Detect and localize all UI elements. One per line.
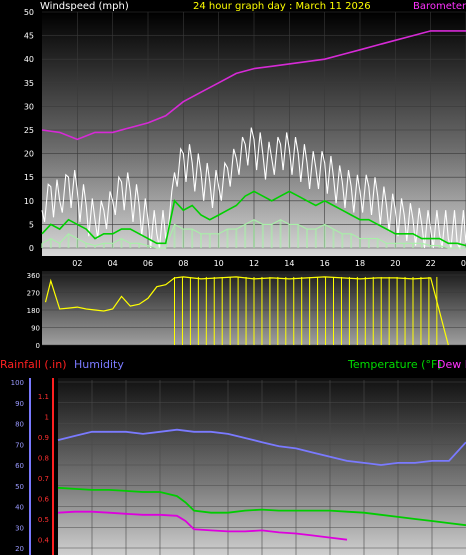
x-tick-label: 18	[355, 259, 365, 268]
rainfall-tick-label: 0.6	[38, 496, 50, 504]
temperature-label: Temperature (°F)	[347, 358, 442, 371]
barometer-label: Barometer	[413, 1, 466, 12]
windspeed-label: Windspeed (mph)	[40, 1, 129, 12]
series-line-temperature	[57, 486, 466, 527]
series-line-gust	[41, 127, 466, 250]
y-tick-label: 20	[24, 150, 34, 159]
x-tick-label: 20	[390, 259, 400, 268]
y-tick-label: 25	[24, 126, 34, 135]
dir-tick-label: 0	[36, 342, 40, 350]
series-line-dew-point	[57, 510, 348, 541]
humidity-label: Humidity	[74, 358, 124, 371]
x-tick-label: 06	[143, 259, 153, 268]
humidity-tick-label: 60	[15, 462, 24, 470]
humidity-tick-label: 90	[15, 400, 24, 408]
y-tick-label: 40	[24, 55, 34, 64]
y-tick-label: 15	[24, 173, 34, 182]
humidity-tick-label: 30	[15, 524, 24, 532]
rainfall-label: Rainfall (.in)	[0, 358, 67, 371]
humidity-tick-label: 80	[15, 421, 24, 429]
y-tick-label: 5	[29, 220, 34, 229]
rainfall-tick-label: 0.8	[38, 455, 49, 463]
x-tick-label: 04	[108, 259, 118, 268]
y-tick-label: 45	[24, 32, 34, 41]
humidity-tick-label: 50	[15, 483, 24, 491]
x-tick-label: 16	[320, 259, 330, 268]
humidity-tick-label: 70	[15, 441, 24, 449]
x-tick-label: 14	[284, 259, 294, 268]
x-tick-label: 08	[178, 259, 188, 268]
humidity-tick-label: 20	[15, 545, 24, 553]
rainfall-tick-label: 1.1	[38, 393, 49, 401]
dir-tick-label: 360	[27, 272, 40, 280]
dir-tick-label: 270	[27, 290, 40, 298]
x-tick-label: 10	[214, 259, 224, 268]
humidity-tick-label: 100	[11, 379, 24, 387]
rainfall-tick-label: 1	[45, 414, 49, 422]
series-line-barometer	[41, 30, 466, 141]
y-tick-label: 10	[24, 197, 34, 206]
x-tick-label: 22	[426, 259, 436, 268]
x-tick-label: 00	[461, 259, 466, 268]
rainfall-tick-label: 0.9	[38, 434, 49, 442]
series-line-humidity	[57, 428, 466, 466]
y-tick-label: 50	[24, 8, 34, 17]
series-line-avg	[41, 190, 466, 247]
dewpoint-label: Dew P	[437, 358, 466, 371]
y-tick-label: 0	[29, 244, 34, 253]
graph-title: 24 hour graph day : March 11 2026	[193, 1, 371, 12]
rainfall-tick-label: 0.7	[38, 475, 49, 483]
y-tick-label: 35	[24, 79, 34, 88]
dir-tick-label: 90	[31, 325, 40, 333]
x-tick-label: 02	[72, 259, 82, 268]
y-tick-label: 30	[24, 102, 34, 111]
rainfall-tick-label: 0.5	[38, 516, 49, 524]
humidity-tick-label: 40	[15, 504, 24, 512]
x-tick-label: 12	[249, 259, 259, 268]
dir-tick-label: 180	[27, 307, 40, 315]
rainfall-tick-label: 0.4	[38, 537, 50, 545]
